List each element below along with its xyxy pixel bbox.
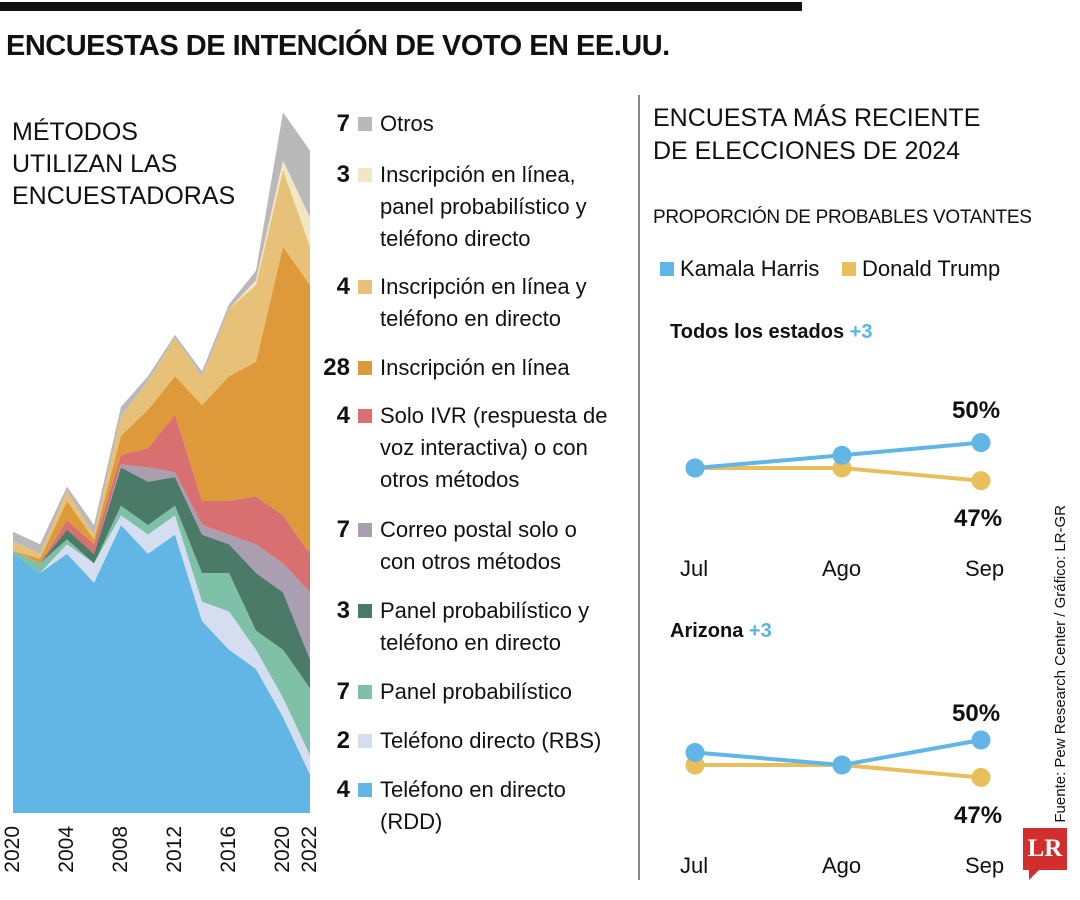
legend-label: Teléfono en directo (RDD) bbox=[380, 777, 566, 834]
x-tick-label: Ago bbox=[822, 853, 862, 878]
area-series-4 bbox=[13, 464, 310, 660]
legend-label: Teléfono directo (RBS) bbox=[380, 728, 602, 753]
legend-label: Panel probabilístico bbox=[380, 679, 573, 704]
point-harris bbox=[832, 445, 852, 465]
x-tick-label: 2022 bbox=[298, 826, 321, 873]
x-tick-label: 2008 bbox=[109, 826, 132, 873]
legend-swatch bbox=[358, 361, 372, 375]
x-tick-label: Sep bbox=[965, 556, 1005, 581]
harris-end-label: 50% bbox=[952, 700, 1001, 727]
x-tick-label: Ago bbox=[822, 556, 862, 581]
point-trump bbox=[971, 471, 991, 491]
legend-count: 28 bbox=[323, 354, 350, 381]
area-series-2 bbox=[13, 505, 310, 756]
legend-label: Otros bbox=[380, 111, 434, 136]
point-trump bbox=[971, 768, 991, 787]
point-harris bbox=[971, 433, 991, 453]
legend-label: Inscripción en línea bbox=[380, 355, 570, 380]
legend-swatch bbox=[358, 117, 372, 131]
harris-swatch bbox=[660, 262, 674, 276]
area-series-9 bbox=[13, 112, 310, 554]
area-series-5 bbox=[13, 414, 310, 593]
trump-end-label: 47% bbox=[954, 802, 1003, 829]
legend-swatch bbox=[358, 523, 372, 537]
x-tick-label: 2020 bbox=[1, 826, 24, 873]
area-series-0 bbox=[13, 525, 310, 813]
legend-swatch bbox=[358, 734, 372, 748]
x-tick-label: Sep bbox=[965, 853, 1005, 878]
area-series-7 bbox=[13, 169, 310, 559]
source-note: Fuente: Pew Research Center / Gráfico: L… bbox=[1052, 505, 1069, 823]
legend-swatch bbox=[358, 409, 372, 423]
legend-swatch bbox=[358, 685, 372, 699]
top-rule bbox=[0, 2, 802, 11]
right-subtitle: PROPORCIÓN DE PROBABLES VOTANTES bbox=[653, 207, 1032, 228]
line-charts bbox=[685, 433, 991, 787]
legend-count: 7 bbox=[336, 110, 350, 137]
point-harris bbox=[832, 755, 852, 775]
x-tick-label: 2004 bbox=[55, 826, 78, 873]
group-title-todos: Todos los estados +3 bbox=[670, 321, 873, 343]
trump-end-label: 47% bbox=[954, 505, 1003, 532]
legend-count: 7 bbox=[336, 516, 350, 543]
legend-item-harris: Kamala Harris bbox=[660, 256, 819, 282]
left-subtitle: MÉTODOS UTILIZAN LAS ENCUESTADORAS bbox=[12, 118, 236, 210]
point-harris bbox=[685, 458, 705, 478]
legend-count: 2 bbox=[336, 727, 350, 754]
divider bbox=[638, 95, 640, 880]
x-tick-label: 2012 bbox=[163, 826, 186, 873]
legend-count: 7 bbox=[336, 678, 350, 705]
legend-count: 4 bbox=[336, 402, 350, 429]
legend-label: Inscripción en línea y teléfono en direct… bbox=[380, 274, 587, 331]
legend-swatch bbox=[358, 168, 372, 182]
legend-count: 4 bbox=[336, 776, 350, 803]
trump-swatch bbox=[842, 262, 856, 276]
point-harris bbox=[685, 743, 705, 762]
area-series-1 bbox=[13, 515, 310, 775]
stacked-area-chart bbox=[13, 112, 310, 813]
legend-label: Inscripción en línea, panel probabilístic… bbox=[380, 162, 587, 251]
harris-end-label: 50% bbox=[952, 397, 1001, 424]
legend-swatch bbox=[358, 783, 372, 797]
legend-label: Panel probabilístico y teléfono en direct… bbox=[380, 598, 590, 655]
legend-swatch bbox=[358, 280, 372, 294]
legend-swatch bbox=[358, 604, 372, 618]
right-title: ENCUESTA MÁS RECIENTE DE ELECCIONES DE 2… bbox=[653, 104, 981, 165]
x-tick-label: Jul bbox=[680, 556, 709, 581]
area-series-6 bbox=[13, 246, 310, 564]
legend-item-trump: Donald Trump bbox=[842, 256, 1000, 282]
point-harris bbox=[971, 730, 991, 750]
legend-label: Solo IVR (respuesta de voz interactiva) o… bbox=[380, 403, 608, 492]
legend-count: 3 bbox=[336, 597, 350, 624]
legend-count: 4 bbox=[336, 273, 350, 300]
group-title-arizona: Arizona +3 bbox=[670, 620, 772, 642]
page-title: ENCUESTAS DE INTENCIÓN DE VOTO EN EE.UU. bbox=[6, 30, 670, 62]
area-series-3 bbox=[13, 467, 310, 689]
x-tick-label: 2016 bbox=[217, 826, 240, 873]
x-tick-label: Jul bbox=[680, 853, 709, 878]
x-tick-label: 2020 bbox=[271, 826, 294, 873]
legend-label: Correo postal solo o con otros métodos bbox=[380, 517, 577, 574]
legend-count: 3 bbox=[336, 161, 350, 188]
lr-logo: LR bbox=[1023, 828, 1067, 880]
